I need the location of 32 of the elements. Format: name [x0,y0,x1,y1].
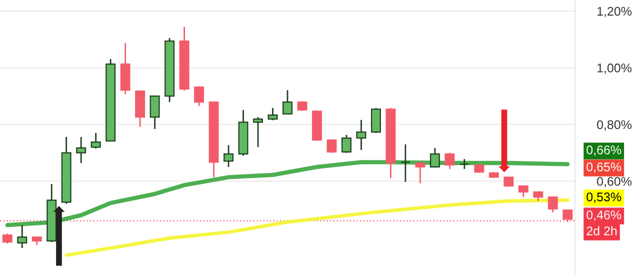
text: 2d 2h [586,226,617,236]
y-tick-label: 0,60% [597,176,632,188]
candlestick [17,224,28,249]
y-tick-label: 1,00% [597,64,632,74]
y-tick-label: 1,20% [597,6,632,18]
candlestick [253,116,263,148]
candlestick [297,100,308,112]
text: 0,65% [586,162,622,173]
candlestick [400,144,410,183]
candlestick [90,132,101,150]
candlestick [415,161,426,184]
candlestick [268,107,278,121]
candlestick [150,95,160,130]
candlestick [430,147,440,168]
candlestick [76,136,86,164]
candlestick [370,107,381,134]
candlestick [548,196,558,214]
candlestick [326,138,337,154]
text: 0,66% [586,146,622,156]
candlestick [224,144,234,168]
candlestick [341,134,352,154]
line-series [64,198,570,257]
y-tick-label: 0,80% [597,120,632,131]
candlestick [2,232,12,244]
candlestick [504,176,514,188]
candlestick [459,158,470,170]
text: 0,46% [586,210,622,221]
candlestick [444,152,455,170]
candlestick [356,119,366,151]
candlestick [282,89,292,116]
candlestick [194,85,204,107]
text: 0,53% [586,192,622,203]
